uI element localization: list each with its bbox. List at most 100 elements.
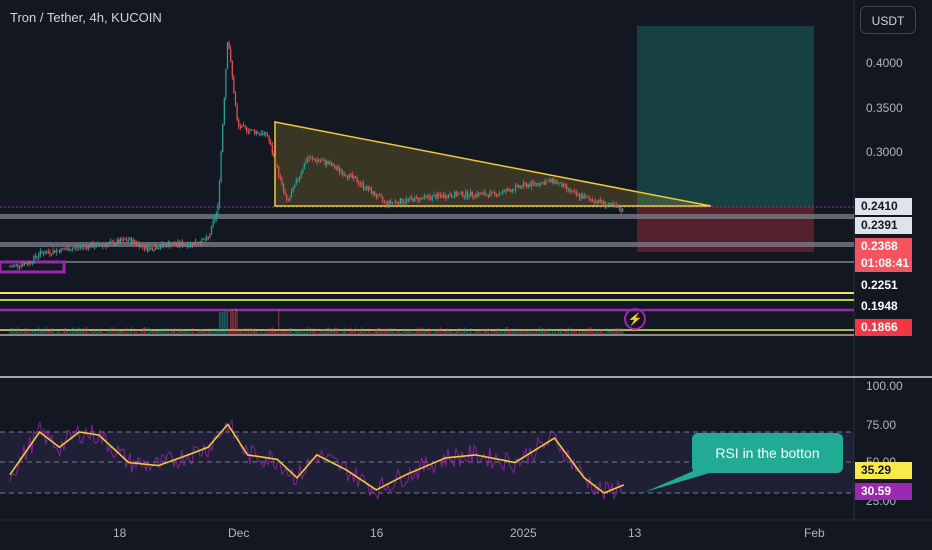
volume-bar (294, 331, 296, 335)
candle-body (306, 158, 309, 162)
candle-body (78, 247, 80, 249)
rsi-series[interactable] (9, 418, 625, 501)
candle-body (44, 253, 46, 255)
volume-bar (175, 332, 177, 335)
candle-body (300, 172, 302, 177)
volume-bar (23, 328, 25, 335)
volume-bar (78, 327, 80, 335)
candle-body (450, 195, 453, 197)
annotation-callout[interactable]: RSI in the botton (692, 433, 843, 473)
candle-body (242, 125, 245, 126)
volume-bar (63, 328, 65, 335)
volume-bar (46, 327, 48, 335)
volume-bar (130, 327, 133, 335)
candle-body (79, 246, 81, 248)
candle-body (249, 130, 251, 132)
rsi-label-value: 35.29 (855, 462, 912, 479)
volume-bar (287, 331, 289, 335)
volume-bar (41, 330, 43, 335)
candle-body (590, 198, 592, 200)
candle-body (52, 250, 54, 254)
candle-body (290, 192, 293, 198)
candle-body (412, 198, 414, 202)
volume-bar (572, 328, 574, 335)
volume-bar (474, 331, 477, 335)
volume-bar (414, 331, 416, 335)
volume-bar (258, 332, 261, 335)
candle-body (559, 182, 561, 184)
volume-bar (204, 328, 206, 335)
price-series[interactable] (9, 40, 624, 271)
volume-bar (434, 331, 437, 335)
volume-bar (252, 329, 254, 335)
lightning-icon[interactable]: ⚡ (624, 308, 646, 330)
candle-body (22, 264, 24, 266)
volume-bar (167, 328, 169, 335)
candle-body (449, 194, 451, 196)
candle-body (266, 135, 269, 137)
price-tick-1: 0.3500 (866, 101, 903, 115)
candle-body (58, 250, 61, 253)
volume-bar (598, 331, 600, 335)
price-axis-bg[interactable] (854, 0, 932, 550)
volume-bar (305, 331, 307, 335)
volume-bar (337, 328, 339, 335)
candle-body (430, 197, 432, 200)
candle-body (246, 127, 248, 132)
volume-bar (498, 331, 501, 335)
volume-bar (180, 328, 182, 335)
candle-body (447, 194, 449, 198)
candle-body (308, 158, 310, 160)
volume-bar (348, 331, 350, 335)
candle-body (222, 124, 224, 152)
candle-body (415, 196, 417, 198)
volume-bar (9, 331, 11, 335)
volume-bar (361, 327, 363, 335)
target-zone[interactable] (637, 26, 814, 207)
volume-bar (465, 328, 467, 335)
volume-bar (599, 329, 601, 335)
volume-bar (308, 332, 310, 335)
volume-bar (241, 329, 243, 335)
candle-body (81, 246, 83, 248)
volume-bar (327, 327, 329, 335)
candle-body (164, 244, 166, 246)
level-band-1[interactable] (0, 214, 854, 219)
volume-bar (514, 331, 517, 335)
volume-bar (199, 328, 201, 335)
volume-bar (166, 331, 168, 335)
candle-body (305, 161, 307, 164)
volume-bar (25, 327, 27, 335)
candle-body (393, 202, 395, 204)
candle-body (382, 197, 384, 201)
candle-body (183, 244, 185, 246)
candle-body (383, 200, 385, 202)
candle-body (506, 188, 509, 192)
volume-bar (238, 328, 240, 335)
x-label-3: 2025 (510, 526, 537, 540)
price-tick-2: 0.3000 (866, 145, 903, 159)
candle-body (402, 202, 405, 204)
candle-body (569, 188, 571, 192)
price-tick-0: 0.4000 (866, 56, 903, 70)
volume-bar (606, 327, 608, 335)
candle-body (281, 178, 283, 184)
level-band-2[interactable] (0, 242, 854, 247)
candle-body (303, 163, 305, 170)
candle-body (321, 160, 323, 162)
candle-body (25, 263, 27, 265)
volume-bar (266, 331, 269, 335)
volume-bar (212, 331, 214, 335)
currency-button[interactable]: USDT (860, 6, 916, 34)
volume-bar (306, 327, 309, 335)
volume-bar (250, 328, 253, 335)
volume-bar (137, 332, 139, 335)
candle-body (156, 246, 158, 249)
candle-body (122, 239, 125, 241)
volume-bar (401, 332, 403, 335)
volume-bar (484, 328, 486, 335)
candle-body (127, 239, 129, 241)
volume-bar (52, 328, 54, 335)
volume-bar (527, 331, 529, 335)
